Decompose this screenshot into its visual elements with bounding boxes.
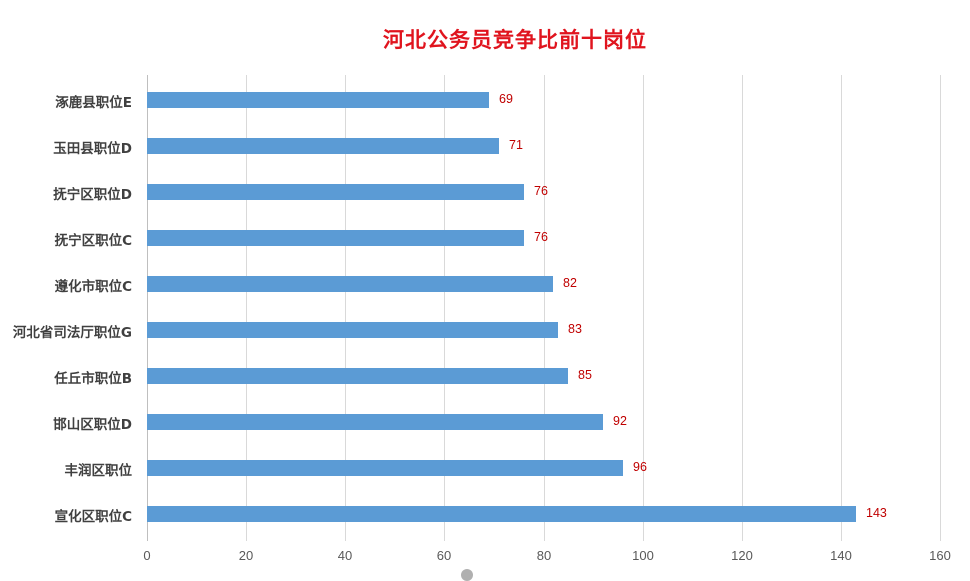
data-label: 71 [509, 138, 523, 152]
bar[interactable] [147, 92, 489, 108]
y-axis-line [147, 75, 148, 541]
bar[interactable] [147, 276, 553, 292]
category-label: 涿鹿县职位E [55, 95, 132, 111]
x-tick-label: 80 [536, 548, 552, 563]
bar[interactable] [147, 414, 603, 430]
chart-title: 河北公务员竞争比前十岗位 [383, 28, 647, 52]
gridline [246, 75, 247, 541]
gridline [444, 75, 445, 541]
x-tick-label: 0 [143, 548, 151, 563]
bar[interactable] [147, 460, 623, 476]
bar[interactable] [147, 506, 856, 522]
gridline [841, 75, 842, 541]
data-label: 92 [613, 414, 627, 428]
category-label: 丰润区职位 [64, 463, 133, 479]
x-tick-label: 60 [436, 548, 452, 563]
x-tick-label: 120 [731, 548, 753, 563]
bar[interactable] [147, 368, 568, 384]
data-label: 83 [568, 322, 582, 336]
data-label: 76 [534, 184, 548, 198]
bar[interactable] [147, 322, 558, 338]
x-tick-label: 100 [632, 548, 654, 563]
bar[interactable] [147, 184, 524, 200]
data-label: 69 [499, 92, 513, 106]
category-label: 任丘市职位B [54, 371, 132, 387]
scroll-indicator [461, 569, 473, 581]
category-label: 邯山区职位D [53, 417, 132, 433]
gridline [544, 75, 545, 541]
category-label: 抚宁区职位C [54, 233, 132, 249]
gridline [345, 75, 346, 541]
data-label: 76 [534, 230, 548, 244]
data-label: 85 [578, 368, 592, 382]
bar[interactable] [147, 230, 524, 246]
data-label: 82 [563, 276, 577, 290]
data-label: 96 [633, 460, 647, 474]
category-label: 遵化市职位C [54, 279, 132, 295]
x-tick-label: 140 [830, 548, 852, 563]
x-tick-label: 160 [929, 548, 951, 563]
x-tick-label: 40 [337, 548, 353, 563]
x-tick-label: 20 [238, 548, 254, 563]
category-label: 玉田县职位D [53, 141, 132, 157]
category-label: 抚宁区职位D [53, 187, 132, 203]
gridline [742, 75, 743, 541]
category-label: 河北省司法厅职位G [12, 325, 132, 341]
category-label: 宣化区职位C [54, 509, 132, 525]
bar[interactable] [147, 138, 499, 154]
gridline [940, 75, 941, 541]
gridline [643, 75, 644, 541]
data-label: 143 [866, 506, 887, 520]
